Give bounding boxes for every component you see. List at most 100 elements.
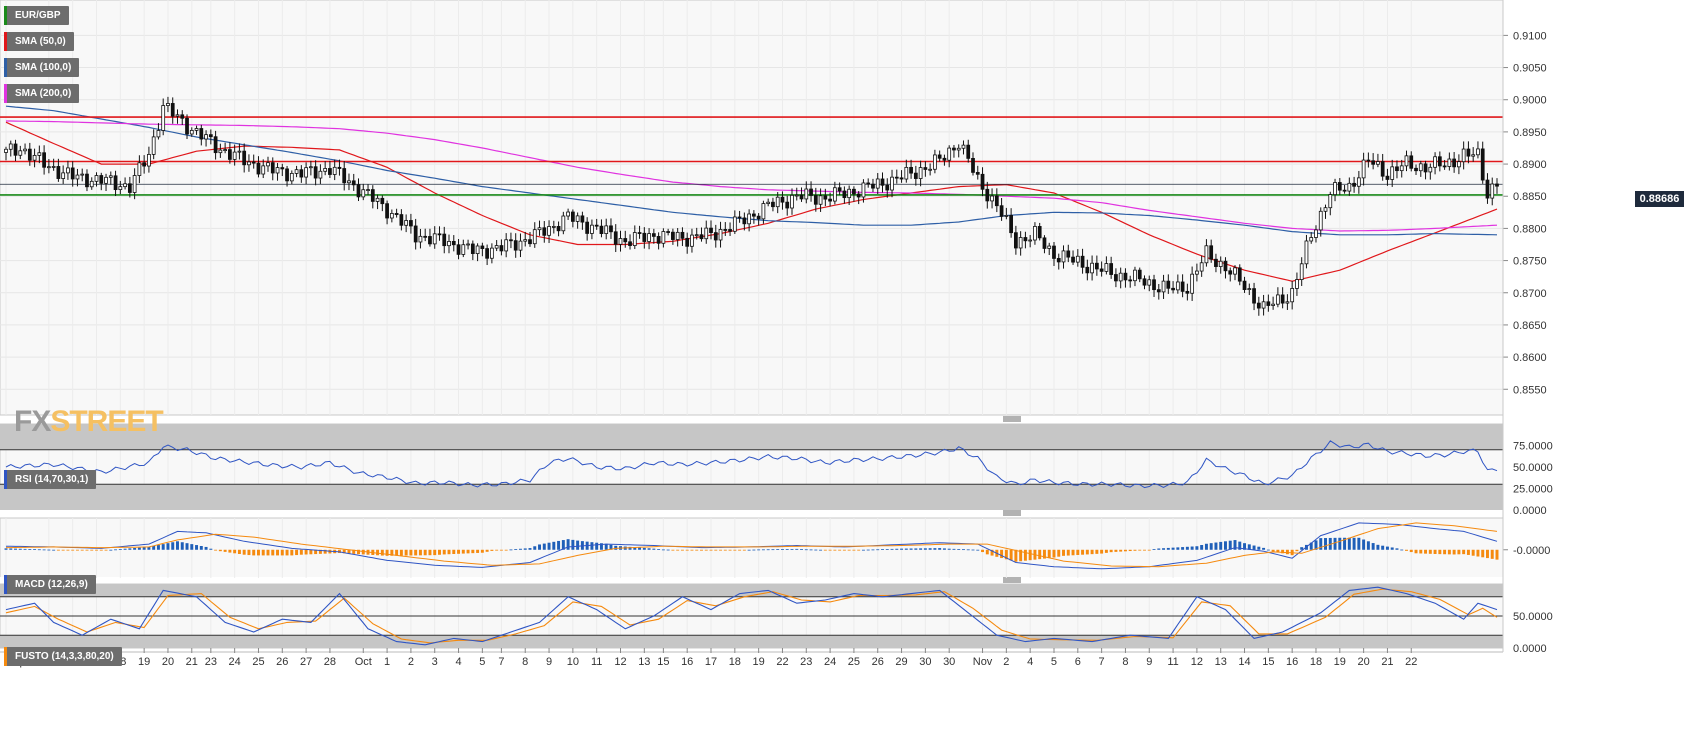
candle-body	[1099, 268, 1104, 272]
candle-body	[923, 167, 928, 170]
macd-indicator-label[interactable]: MACD (12,26,9)	[4, 575, 96, 594]
x-tick-label: 16	[1286, 656, 1298, 668]
macd-histogram-bar	[190, 544, 194, 550]
candle-body	[1023, 237, 1028, 242]
candle-body	[1147, 279, 1152, 286]
macd-histogram-bar	[56, 549, 60, 551]
candle-body	[423, 235, 428, 238]
macd-histogram-bar	[1014, 549, 1018, 562]
macd-histogram-bar	[214, 549, 218, 551]
candle-body	[804, 188, 809, 200]
macd-histogram-bar	[947, 548, 951, 550]
candle-body	[761, 203, 766, 220]
legend-sma-50-swatch	[4, 32, 7, 51]
candle-body	[123, 183, 127, 188]
legend-eurgbp[interactable]: EUR/GBP	[4, 6, 69, 25]
macd-histogram-bar	[304, 549, 308, 555]
macd-histogram-bar	[342, 549, 346, 554]
x-tick-label: 20	[162, 656, 174, 668]
x-tick-label: 28	[324, 656, 336, 668]
candle-body	[475, 245, 480, 254]
candle-body	[494, 245, 499, 249]
macd-histogram-bar	[128, 548, 132, 550]
legend-sma-100[interactable]: SMA (100,0)	[4, 58, 80, 77]
macd-histogram-bar	[923, 548, 927, 550]
candle-body	[237, 150, 242, 153]
candle-body	[461, 244, 466, 255]
rsi-label-text: RSI (14,70,30,1)	[15, 474, 89, 485]
fusto-indicator-label[interactable]: FUSTO (14,3,3,80,20)	[4, 647, 122, 666]
rsi-indicator-label[interactable]: RSI (14,70,30,1)	[4, 470, 97, 489]
price-tick-label: 0.8850	[1513, 191, 1547, 203]
candle-body	[1347, 182, 1352, 192]
macd-histogram-bar	[881, 549, 884, 550]
macd-histogram-bar	[337, 549, 341, 554]
macd-histogram-bar	[109, 549, 113, 551]
candle-body	[1018, 237, 1023, 249]
candle-body	[1442, 165, 1447, 168]
candle-body	[1195, 270, 1199, 275]
candle-body	[547, 226, 551, 236]
legend-sma-100-swatch	[4, 58, 7, 77]
macd-histogram-bar	[1457, 549, 1461, 555]
legend-sma-200[interactable]: SMA (200,0)	[4, 84, 80, 103]
macd-histogram-bar	[599, 543, 603, 550]
macd-histogram-bar	[1238, 541, 1242, 550]
candle-body	[242, 150, 247, 166]
candle-body	[1414, 167, 1418, 172]
candle-body	[752, 213, 756, 217]
price-tick-label: 0.8550	[1513, 384, 1547, 396]
candle-body	[118, 186, 123, 191]
candle-body	[518, 240, 523, 251]
candle-body	[680, 231, 685, 239]
macd-histogram-bar	[766, 549, 770, 551]
x-tick-label: 9	[546, 656, 552, 668]
x-tick-label: 24	[824, 656, 836, 668]
macd-histogram-bar	[1371, 543, 1375, 550]
watermark-street: STREET	[50, 405, 163, 438]
macd-histogram-bar	[223, 549, 227, 552]
watermark-fx: FX	[14, 405, 51, 438]
candle-body	[780, 196, 785, 203]
candle-body	[1066, 250, 1071, 258]
legend-sma-50[interactable]: SMA (50,0)	[4, 32, 74, 51]
macd-histogram-bar	[1438, 549, 1442, 555]
candle-body	[1395, 166, 1399, 172]
candle-body	[313, 166, 318, 179]
candle-body	[771, 201, 775, 208]
legend-sma-200-swatch	[4, 84, 7, 103]
candle-body	[1180, 281, 1185, 292]
macd-histogram-bar	[42, 549, 46, 551]
macd-histogram-bar	[971, 549, 975, 551]
candle-body	[604, 225, 609, 234]
candle-body	[880, 178, 885, 186]
candle-body	[1314, 229, 1318, 238]
candle-body	[1028, 239, 1033, 242]
macd-histogram-bar	[814, 549, 818, 551]
macd-histogram-bar	[1366, 541, 1370, 550]
macd-histogram-bar	[533, 546, 537, 550]
macd-histogram-bar	[685, 549, 689, 551]
candle-body	[437, 233, 442, 236]
candle-body	[513, 240, 518, 251]
candle-body	[232, 151, 237, 160]
macd-histogram-bar	[428, 549, 432, 556]
candle-body	[1256, 302, 1261, 309]
candle-body	[999, 205, 1004, 217]
candle-body	[690, 234, 694, 247]
candle-body	[1128, 279, 1133, 282]
macd-histogram-bar	[614, 545, 618, 550]
sma-line-1	[5, 105, 1498, 236]
candle-body	[61, 172, 66, 179]
x-tick-label: 14	[1238, 656, 1250, 668]
macd-histogram-bar	[1309, 542, 1313, 550]
fusto-label-text: FUSTO (14,3,3,80,20)	[15, 651, 114, 662]
sma-line-2	[6, 120, 1498, 232]
macd-histogram-bar	[1424, 549, 1428, 554]
macd-histogram-bar	[142, 547, 146, 550]
sto-k-line	[5, 586, 1498, 646]
macd-tick-label: -0.0000	[1513, 545, 1550, 557]
macd-histogram-bar	[271, 549, 275, 556]
fxstreet-watermark: FXSTREET	[14, 405, 164, 439]
macd-histogram-bar	[504, 549, 508, 551]
